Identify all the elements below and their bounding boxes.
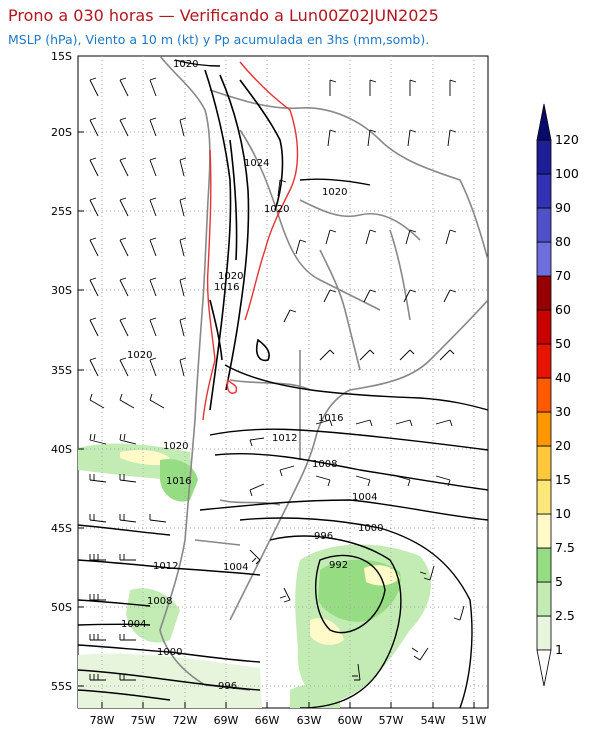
- colorbar-segment: [536, 309, 552, 345]
- isobar-label: 1016: [214, 282, 239, 293]
- colorbar-segment: [536, 411, 552, 447]
- graticule: [78, 56, 488, 708]
- colorbar-label: 120: [555, 132, 579, 147]
- colorbar-label: 100: [555, 166, 579, 181]
- colorbar-segment: [536, 343, 552, 379]
- isobar-label: 1000: [157, 647, 182, 658]
- isobar-label: 1004: [121, 619, 146, 630]
- isobar-label: 1020: [163, 441, 188, 452]
- isobar-label: 1012: [272, 433, 297, 444]
- isobar-label: 996: [218, 681, 237, 692]
- colorbar-label: 5: [555, 574, 563, 589]
- colorbar-segment: [536, 615, 552, 651]
- isobar-label: 1008: [147, 596, 172, 607]
- lon-tick-label: 57W: [379, 714, 404, 727]
- isobar-labels: 1020 1024 1020 1020 1020 1016 1020 1016 …: [121, 59, 383, 692]
- colorbar-label: 10: [555, 506, 571, 521]
- lat-tick-label: 25S: [51, 205, 72, 218]
- lon-tick-label: 69W: [214, 714, 239, 727]
- isobar-label: 1000: [358, 523, 383, 534]
- lon-tick-label: 51W: [462, 714, 487, 727]
- isobar-label: 1004: [223, 562, 248, 573]
- colorbar-label: 30: [555, 404, 571, 419]
- colorbar-label: 80: [555, 234, 571, 249]
- lon-tick-label: 75W: [131, 714, 156, 727]
- colorbar-label: 2.5: [555, 608, 575, 623]
- map-subtitle: MSLP (hPa), Viento a 10 m (kt) y Pp acum…: [8, 32, 430, 47]
- colorbar-upper-triangle: [536, 103, 552, 141]
- isobar-label: 1008: [312, 459, 337, 470]
- lat-tick-label: 50S: [51, 601, 72, 614]
- colorbar-segment: [536, 377, 552, 413]
- colorbar-label: 70: [555, 268, 571, 283]
- lon-tick-label: 54W: [421, 714, 446, 727]
- isobar-label: 1016: [166, 476, 191, 487]
- colorbar-segment: [536, 581, 552, 617]
- colorbar-segment: [536, 275, 552, 311]
- isobar-label: 1020: [173, 59, 198, 70]
- isobar-label: 1020: [322, 187, 347, 198]
- isobars: [78, 59, 488, 708]
- colorbar-label: 20: [555, 438, 571, 453]
- precipitation-colorbar: 1 2.5 5 7.5 10 15 20 30 40 50 60 70 80 90 100 120: [536, 103, 579, 687]
- lat-axis: 15S 20S 25S 30S 35S 40S 45S 50S 55S: [51, 50, 84, 693]
- high-terrain-outline: [202, 61, 299, 421]
- isobar-label: 992: [329, 560, 348, 571]
- colorbar-label: 50: [555, 336, 571, 351]
- colorbar-segment: [536, 241, 552, 277]
- colorbar-label: 60: [555, 302, 571, 317]
- colorbar-label: 7.5: [555, 540, 575, 555]
- colorbar-segment: [536, 139, 552, 175]
- lat-tick-label: 40S: [51, 443, 72, 456]
- isobar-label: 1024: [244, 158, 269, 169]
- isobar-label: 1020: [264, 204, 289, 215]
- lat-tick-label: 20S: [51, 126, 72, 139]
- colorbar-segment: [536, 513, 552, 549]
- colorbar-segment: [536, 173, 552, 209]
- isobar-label: 1012: [153, 561, 178, 572]
- colorbar-label: 15: [555, 472, 571, 487]
- isobar-label: 1016: [318, 413, 343, 424]
- lat-tick-label: 30S: [51, 284, 72, 297]
- lon-tick-label: 66W: [255, 714, 280, 727]
- isobar-label: 1020: [127, 350, 152, 361]
- lat-tick-label: 55S: [51, 680, 72, 693]
- colorbar-segment: [536, 207, 552, 243]
- lon-tick-label: 63W: [297, 714, 322, 727]
- isobar-label: 1020: [218, 271, 243, 282]
- lon-tick-label: 60W: [338, 714, 363, 727]
- colorbar-label: 1: [555, 642, 563, 657]
- lon-tick-label: 78W: [90, 714, 115, 727]
- colorbar-label: 90: [555, 200, 571, 215]
- lat-tick-label: 15S: [51, 50, 72, 63]
- wind-barbs: [89, 77, 465, 681]
- isobar-label: 996: [314, 531, 333, 542]
- lon-tick-label: 72W: [173, 714, 198, 727]
- colorbar-lower-triangle: [536, 649, 552, 687]
- isobar-label: 1004: [352, 492, 377, 503]
- map-title: Prono a 030 horas — Verificando a Lun00Z…: [8, 6, 439, 25]
- colorbar-segment: [536, 479, 552, 515]
- colorbar-segment: [536, 547, 552, 583]
- colorbar-segment: [536, 445, 552, 481]
- lat-tick-label: 45S: [51, 522, 72, 535]
- lat-tick-label: 35S: [51, 364, 72, 377]
- colorbar-label: 40: [555, 370, 571, 385]
- lon-axis: 78W 75W 72W 69W 66W 63W 60W 57W 54W 51W: [90, 702, 487, 727]
- terrain-contours: [204, 69, 284, 411]
